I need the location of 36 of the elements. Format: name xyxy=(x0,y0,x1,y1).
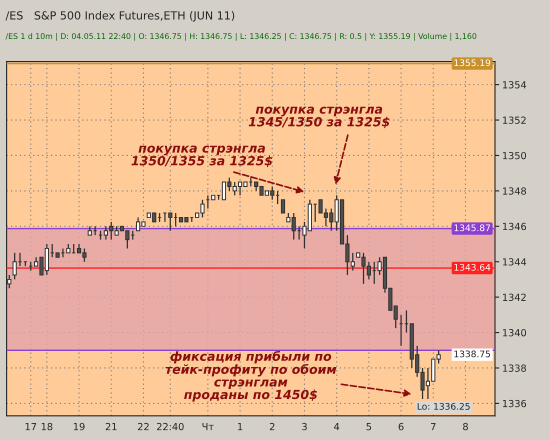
annotation: Lo: 1336.25 xyxy=(418,402,470,410)
x-tick-label: 21 xyxy=(106,422,117,430)
y-tick-label: 1354 xyxy=(503,81,526,88)
y-tick-label: 1342 xyxy=(503,294,526,301)
ref-line-label: 1355.19 xyxy=(454,59,490,66)
y-tick-label: 1350 xyxy=(503,152,526,160)
ref-line-label: 1343.64 xyxy=(454,264,490,271)
y-tick-label: 1346 xyxy=(503,222,526,230)
y-tick-label: 1340 xyxy=(503,329,526,336)
x-tick-label: 5 xyxy=(366,423,372,430)
y-tick-label: 1344 xyxy=(503,258,526,266)
x-tick-label: 6 xyxy=(398,422,404,430)
x-tick-label: 3 xyxy=(302,422,307,430)
annotation: фиксация прибыли по тейк-профиту по обоим стрэнглам проданы по 1450$ xyxy=(165,350,336,402)
x-tick-label: 22 xyxy=(138,422,149,430)
y-tick-label: 1352 xyxy=(503,116,526,124)
x-tick-label: 2 xyxy=(270,422,274,430)
x-tick-label: 7 xyxy=(430,423,436,430)
x-tick-label: 1 xyxy=(238,423,242,430)
x-tick-label: 4 xyxy=(334,423,340,430)
candlestick xyxy=(280,199,286,214)
x-tick-label: 19 xyxy=(74,422,85,430)
x-tick-label: 8 xyxy=(463,422,468,430)
y-tick-label: 1338 xyxy=(503,364,526,372)
annotation: покупка стрэнгла 1350/1355 за 1325$ xyxy=(131,146,272,168)
x-tick-label: 18 xyxy=(42,422,52,430)
x-tick-label: 22:40 xyxy=(157,422,184,430)
annotation: покупка стрэнгла 1345/1350 за 1325$ xyxy=(248,106,390,128)
ref-line-label: 1345.87 xyxy=(454,224,490,232)
y-tick-label: 1336 xyxy=(503,400,526,408)
y-tick-label: 1348 xyxy=(503,187,526,195)
annotation: 1338.75 xyxy=(454,350,490,358)
candlestick xyxy=(12,252,17,280)
x-tick-label: Чт xyxy=(202,423,214,430)
x-tick-label: 17 xyxy=(26,423,36,430)
chart-title: /ES S&P 500 Index Futures,ETH (JUN 11) xyxy=(6,11,234,22)
